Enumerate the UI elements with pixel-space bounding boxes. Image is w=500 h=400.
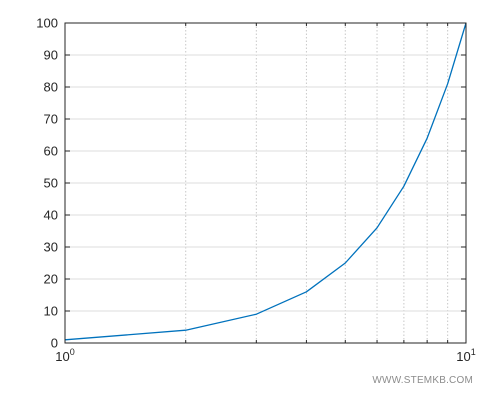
y-tick-label: 20 xyxy=(44,272,58,287)
y-tick-label: 100 xyxy=(36,16,58,31)
x-tick-label: 101 xyxy=(456,347,475,364)
series-line xyxy=(64,22,467,341)
y-tick-label: 80 xyxy=(44,80,58,95)
y-tick-label: 60 xyxy=(44,144,58,159)
y-tick-label: 40 xyxy=(44,208,58,223)
y-tick-label: 50 xyxy=(44,176,58,191)
series-layer xyxy=(64,22,467,341)
y-tick-label: 10 xyxy=(44,304,58,319)
x-grid xyxy=(185,23,449,343)
y-tick-label: 70 xyxy=(44,112,58,127)
x-tick-labels: 100 101 xyxy=(55,347,475,364)
y-tick-label: 90 xyxy=(44,48,58,63)
y-grid xyxy=(65,54,466,312)
tick-marks xyxy=(64,22,467,344)
watermark: WWW.STEMKB.COM xyxy=(372,375,473,386)
y-tick-label: 30 xyxy=(44,240,58,255)
x-tick-label: 100 xyxy=(55,347,74,364)
y-tick-labels: 0 10 20 30 40 50 60 70 80 90 100 xyxy=(36,16,58,351)
y-tick-label: 0 xyxy=(51,336,58,351)
